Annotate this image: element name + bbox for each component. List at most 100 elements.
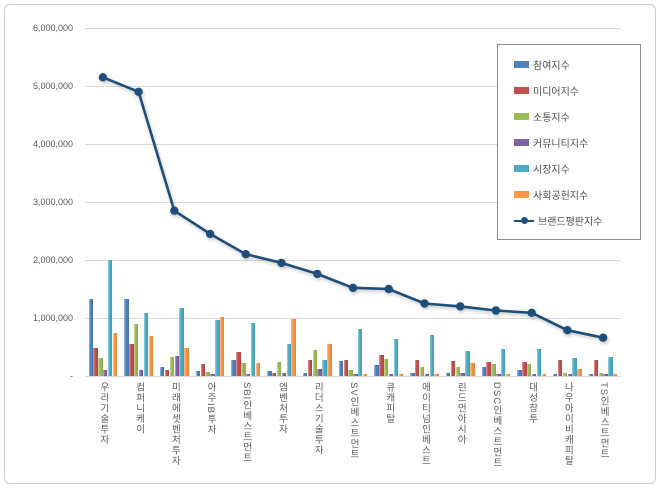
legend-item: 소통지수 [514,109,640,124]
legend-item: 미디어지수 [514,83,640,98]
bar-segment [445,372,451,376]
x-category-label: SV인베스트먼트 [348,382,359,460]
y-tick-label: 4,000,000 [32,139,73,149]
legend-label: 사회공헌지수 [533,190,589,202]
bar-segment [267,371,272,376]
bar-segment [450,360,456,376]
bar-segment [455,367,460,376]
bar-segment [374,364,379,376]
bar-segment [486,361,491,376]
bar-segment [410,373,415,376]
legend-label: 미디어지수 [533,86,579,98]
legend-item: 시장지수 [514,161,640,176]
legend-bar-swatch-icon [514,60,529,68]
bar-segment [307,360,313,376]
bar-segment [541,374,546,376]
bar-segment [353,373,358,376]
legend-line-swatch-icon [514,216,534,225]
bar-segment [322,360,327,376]
bar-segment [557,360,563,376]
x-category-label: SBI인베스트먼트 [240,382,252,464]
y-tick-label: 3,000,000 [32,197,73,207]
legend-item: 사회공헌지수 [514,187,640,202]
line-marker [456,302,465,311]
legend-label: 시장지수 [533,164,570,176]
bar-segment [348,370,353,376]
gridline [85,27,621,29]
line-marker [205,229,215,239]
legend: 참여지수 미디어지수 소통지수 커뮤니티지수 시장지수 사회공헌지수 브랜드평판지수 [497,44,641,240]
bar-segment [107,260,113,376]
bar-segment [460,373,465,376]
line-marker [277,258,286,268]
bar-segment [205,371,210,376]
legend-bar-swatch-icon [514,138,529,146]
bar-segment [603,374,608,376]
line-marker [384,284,393,294]
bar-segment [236,351,241,376]
bar-segment [465,351,470,376]
bar-segment [608,356,613,376]
bar-segment [434,374,439,376]
bar-segment [522,362,527,376]
bar-segment [419,367,425,376]
bar-segment [88,299,93,376]
bar-segment [184,348,189,376]
bar-segment [536,349,542,376]
bar-segment [598,373,603,376]
bar-segment [195,371,201,376]
bar-segment [577,369,582,376]
x-category-label: 컴퍼니케이 [133,382,145,435]
chart-frame: - 1,000,000 2,000,000 3,000,000 4,000,000 5,0… [4,4,656,484]
x-category-label: 엠벤처투자 [276,382,288,435]
line-marker [598,333,608,342]
bar-segment [255,362,261,376]
bar-segment [505,374,511,376]
bar-segment [93,347,98,376]
bar-segment [424,373,430,376]
bar-segment [553,374,558,376]
bar-segment [343,360,348,376]
bar-segment [327,343,332,376]
x-category-label: TS인베스트먼트 [598,382,610,460]
legend-item: 참여지수 [514,57,640,72]
bar-segment [470,362,475,376]
y-tick-label: 1,000,000 [32,313,73,323]
legend-item: 커뮤니티지수 [514,135,640,150]
bar-segment [567,374,573,376]
gridline [85,85,621,87]
bar-segment [164,369,170,376]
x-category-label: 에이티넘인베스트 [419,382,431,466]
bar-segment [138,370,144,376]
x-category-label: 린드먼아시아 [455,382,467,445]
bar-segment [200,364,205,376]
bar-segment [112,333,118,376]
bar-segment [613,374,618,376]
bar-segment [312,349,318,376]
bar-segment [527,363,532,376]
line-marker [420,299,429,308]
bar-segment [393,339,399,376]
bar-segment [338,360,344,376]
legend-bar-swatch-icon [514,190,529,198]
x-category-label: 나우아이비캐피탈 [562,382,574,466]
bar-segment [219,316,225,376]
bar-segment [169,356,175,376]
bar-segment [562,372,568,376]
gridline [85,259,621,261]
bar-segment [414,360,420,376]
bar-segment [481,367,486,376]
y-tick-label: - [70,371,73,381]
bar-segment [496,374,501,376]
bar-segment [250,323,256,376]
bar-segment [517,370,522,376]
legend-bar-swatch-icon [514,164,529,172]
line-marker [313,269,322,279]
bar-segment [317,369,322,376]
bar-segment [174,355,179,376]
line-marker [348,283,358,292]
bar-segment [160,366,165,376]
legend-bar-swatch-icon [514,86,529,94]
bar-segment [179,307,184,376]
